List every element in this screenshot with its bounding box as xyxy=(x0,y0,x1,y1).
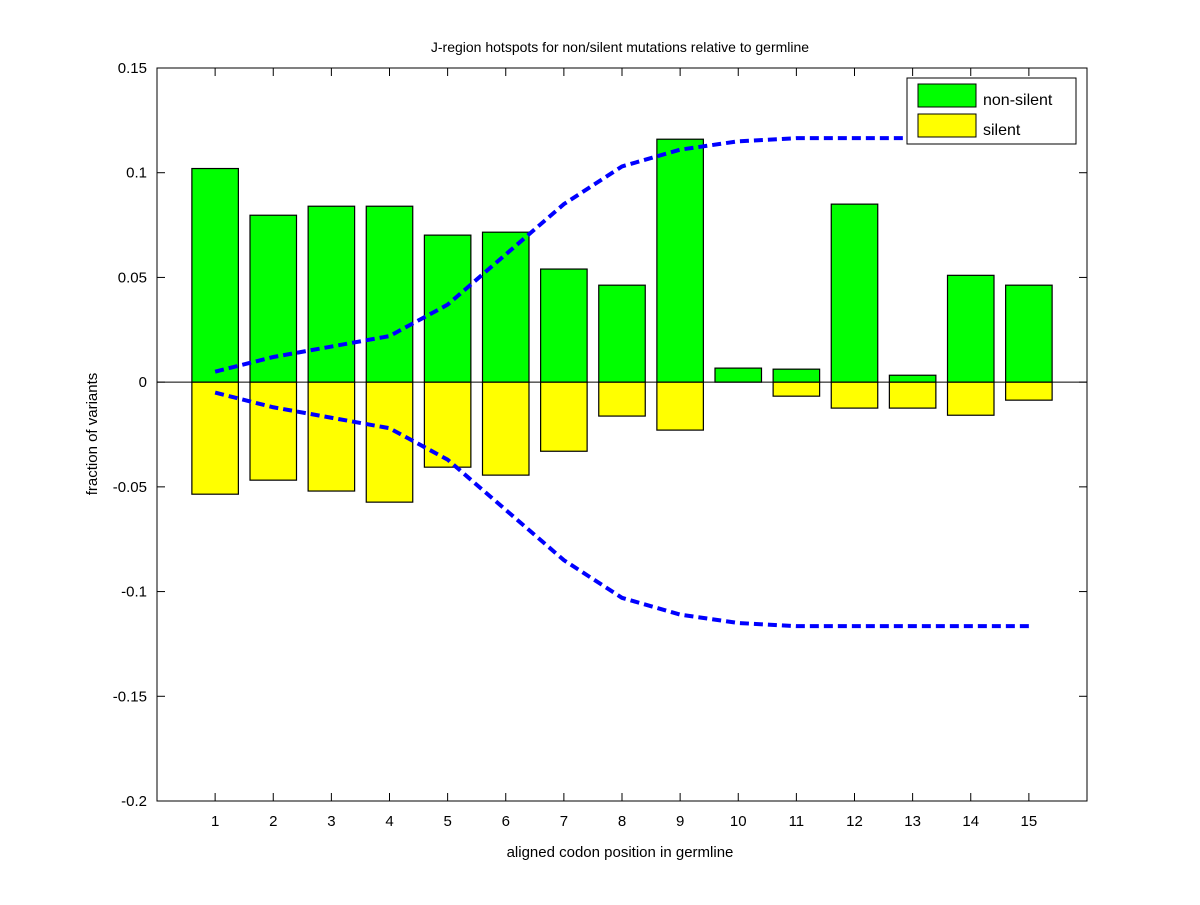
x-tick-label: 9 xyxy=(676,813,684,830)
y-axis-label: fraction of variants xyxy=(84,373,101,496)
x-tick-label: 4 xyxy=(385,813,393,830)
threshold-line-upper xyxy=(214,136,1029,374)
bar-silent-1 xyxy=(191,381,239,495)
bar-non-silent-15 xyxy=(1005,284,1053,383)
y-tick-label: -0.1 xyxy=(121,584,147,601)
x-tick-label: 7 xyxy=(560,813,568,830)
bar-silent-12 xyxy=(830,381,879,409)
x-tick-label: 15 xyxy=(1021,813,1038,830)
bar-non-silent-9 xyxy=(656,138,704,383)
x-tick-label: 8 xyxy=(618,813,626,830)
y-tick-label: -0.15 xyxy=(113,688,147,705)
bar-silent-5 xyxy=(423,381,472,468)
y-tick-label: 0.05 xyxy=(118,269,147,286)
threshold-line-lower xyxy=(214,390,1029,629)
x-tick-label: 10 xyxy=(730,813,747,830)
legend-label-non-silent: non-silent xyxy=(983,92,1053,109)
bar-non-silent-1 xyxy=(191,167,239,383)
bar-silent-8 xyxy=(598,381,646,417)
legend-swatch-silent xyxy=(917,113,977,138)
bar-non-silent-13 xyxy=(888,374,937,383)
x-tick-label: 3 xyxy=(327,813,335,830)
y-tick-label: 0.1 xyxy=(126,165,147,182)
legend-swatch-non-silent xyxy=(917,83,977,108)
bar-silent-3 xyxy=(307,381,356,492)
bar-non-silent-8 xyxy=(598,284,646,383)
bar-silent-4 xyxy=(365,381,414,503)
bar-silent-15 xyxy=(1005,381,1053,401)
x-axis-label: aligned codon position in germline xyxy=(507,844,734,861)
bar-non-silent-3 xyxy=(307,205,356,383)
x-tick-label: 1 xyxy=(211,813,219,830)
bar-non-silent-5 xyxy=(423,234,472,383)
bar-silent-7 xyxy=(540,381,588,452)
x-tick-label: 11 xyxy=(789,813,805,830)
x-tick-label: 2 xyxy=(269,813,277,830)
x-tick-label: 13 xyxy=(904,813,921,830)
bar-silent-13 xyxy=(888,381,937,409)
bar-non-silent-12 xyxy=(830,203,879,383)
legend-label-silent: silent xyxy=(983,122,1021,139)
bar-non-silent-6 xyxy=(481,231,530,383)
legend: non-silent silent xyxy=(906,77,1077,145)
bar-silent-2 xyxy=(249,381,298,481)
bar-silent-14 xyxy=(946,381,995,416)
bar-non-silent-10 xyxy=(714,367,763,383)
y-tick-label: 0.15 xyxy=(118,60,147,77)
bar-silent-9 xyxy=(656,381,704,431)
bar-non-silent-11 xyxy=(772,368,821,383)
bar-non-silent-4 xyxy=(365,205,414,383)
chart-title: J-region hotspots for non/silent mutatio… xyxy=(431,39,809,55)
bar-non-silent-14 xyxy=(946,274,995,383)
x-tick-label: 12 xyxy=(846,813,863,830)
bar-non-silent-7 xyxy=(540,268,588,383)
y-tick-label: -0.2 xyxy=(121,793,147,810)
bar-silent-6 xyxy=(481,381,530,476)
y-tick-label: -0.05 xyxy=(113,479,147,496)
x-tick-label: 6 xyxy=(502,813,510,830)
y-tick-label: 0 xyxy=(139,374,147,391)
x-tick-label: 14 xyxy=(962,813,979,830)
bar-silent-11 xyxy=(772,381,821,397)
x-tick-label: 5 xyxy=(443,813,451,830)
